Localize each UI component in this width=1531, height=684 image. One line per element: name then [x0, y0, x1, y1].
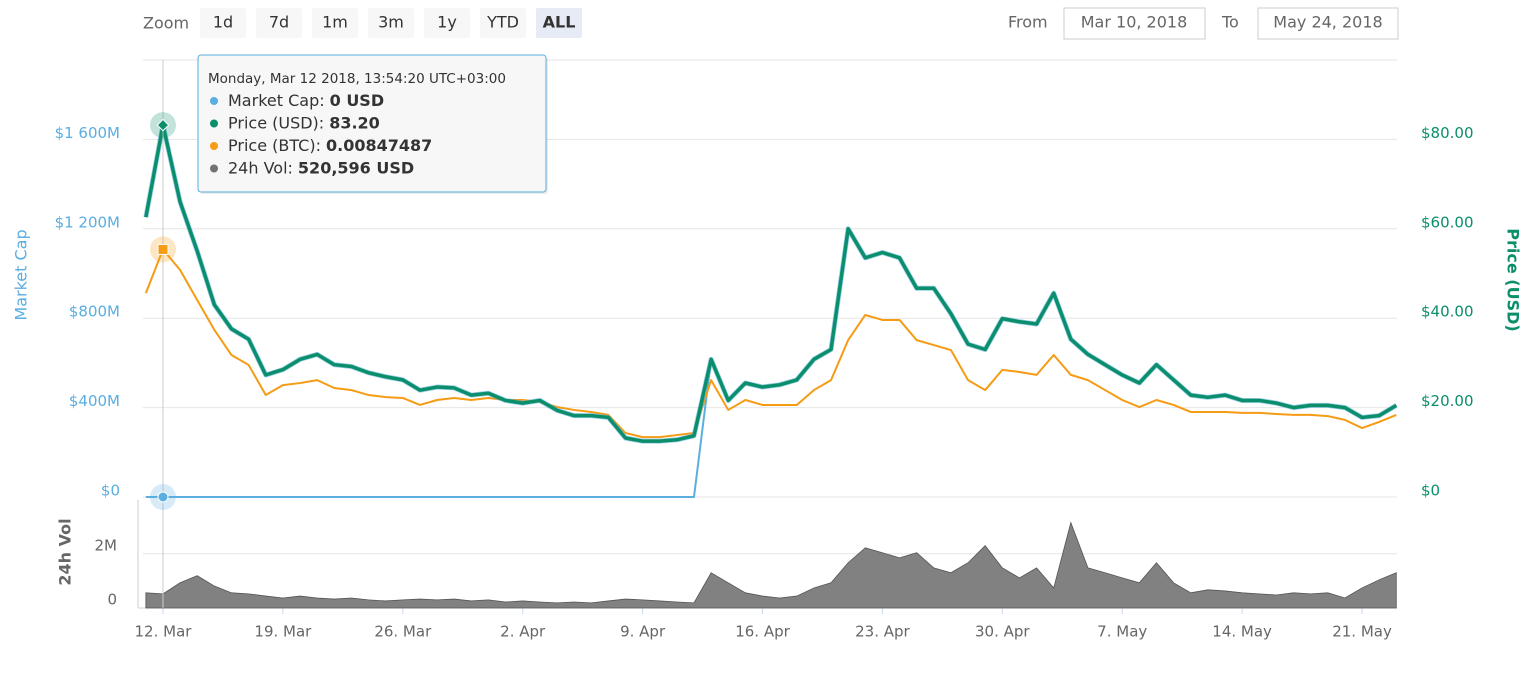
- x-tick-label: 12. Mar: [135, 623, 193, 641]
- to-label: To: [1221, 13, 1239, 32]
- y-tick-label: $0: [101, 482, 120, 500]
- tooltip-item-value: 520,596 USD: [298, 158, 414, 177]
- x-tick-label: 23. Apr: [855, 623, 910, 641]
- zoom-button-label[interactable]: 1d: [213, 13, 233, 32]
- zoom-button[interactable]: [536, 8, 582, 38]
- zoom-button[interactable]: [256, 8, 302, 38]
- tooltip-bullet: [210, 142, 218, 150]
- zoom-label: Zoom: [143, 14, 189, 33]
- x-tick-label: 14. May: [1212, 623, 1272, 641]
- y2-axis-title: Price (USD): [1504, 228, 1523, 331]
- tooltip-date: Monday, Mar 12 2018, 13:54:20 UTC+03:00: [208, 71, 506, 87]
- y2-tick-label: $40.00: [1421, 303, 1474, 321]
- tooltip-item: Price (BTC): 0.00847487: [228, 136, 432, 155]
- zoom-button-label[interactable]: YTD: [486, 13, 519, 32]
- tooltip-bullet: [210, 164, 218, 173]
- tooltip-item: Price (USD): 83.20: [228, 113, 380, 132]
- from-value[interactable]: Mar 10, 2018: [1081, 13, 1188, 32]
- hover-marker: [157, 243, 169, 255]
- tooltip-item-label: Market Cap:: [228, 91, 325, 110]
- tooltip-item-label: Price (BTC):: [228, 136, 321, 155]
- tooltip-bullet: [210, 119, 218, 128]
- tooltip: Monday, Mar 12 2018, 13:54:20 UTC+03:00 M…: [197, 54, 548, 194]
- y2-tick-label: $60.00: [1421, 213, 1474, 231]
- vol-tick-label: 0: [107, 591, 117, 609]
- hover-marker: [157, 491, 169, 503]
- zoom-button-label[interactable]: ALL: [543, 13, 576, 32]
- series-line: [144, 248, 1397, 439]
- zoom-button-label[interactable]: 7d: [269, 13, 289, 32]
- from-input[interactable]: [1063, 7, 1206, 40]
- x-tick-label: 19. Mar: [254, 623, 312, 641]
- y-tick-label: $1 200M: [55, 213, 120, 231]
- tooltip-item-value: 0 USD: [330, 91, 385, 110]
- zoom-button-label[interactable]: 1y: [437, 13, 457, 32]
- y2-tick-label: $0: [1421, 482, 1440, 500]
- tooltip-item: 24h Vol: 520,596 USD: [228, 158, 414, 177]
- vol-tick-label: 2M: [95, 536, 118, 554]
- y-tick-label: $800M: [69, 303, 120, 321]
- x-tick-label: 26. Mar: [374, 623, 432, 641]
- x-tick-label: 7. May: [1097, 623, 1147, 641]
- to-input[interactable]: [1257, 7, 1399, 40]
- zoom-button[interactable]: [200, 8, 246, 38]
- tooltip-item-label: Price (USD):: [228, 113, 324, 132]
- zoom-button[interactable]: [424, 8, 470, 38]
- tooltip-item-value: 83.20: [329, 113, 380, 132]
- tooltip-item-value: 0.00847487: [326, 136, 432, 155]
- vol-axis-title: 24h Vol: [56, 518, 75, 585]
- y2-tick-label: $80.00: [1421, 124, 1474, 142]
- tooltip-item-label: 24h Vol:: [228, 158, 293, 177]
- zoom-button-label[interactable]: 1m: [322, 13, 348, 32]
- hover-marker: [156, 118, 170, 132]
- volume-area: [145, 521, 1397, 609]
- y-tick-label: $400M: [69, 392, 120, 410]
- tooltip-box: [197, 54, 547, 193]
- x-tick-label: 30. Apr: [975, 623, 1030, 641]
- x-tick-label: 9. Apr: [620, 623, 666, 641]
- y2-tick-label: $20.00: [1421, 392, 1474, 410]
- series-line: [144, 123, 1398, 443]
- y-tick-label: $1 600M: [55, 124, 120, 142]
- tooltip-bullet: [210, 97, 218, 105]
- x-tick-label: 21. May: [1332, 623, 1392, 641]
- to-value[interactable]: May 24, 2018: [1273, 13, 1382, 32]
- x-tick-label: 2. Apr: [500, 623, 546, 641]
- y-axis-title: Market Cap: [12, 229, 31, 320]
- zoom-button[interactable]: [480, 8, 526, 38]
- zoom-button[interactable]: [368, 8, 414, 38]
- zoom-button-label[interactable]: 3m: [378, 13, 404, 32]
- tooltip-item: Market Cap: 0 USD: [228, 91, 384, 110]
- zoom-button[interactable]: [312, 8, 358, 38]
- from-label: From: [1008, 13, 1048, 32]
- x-tick-label: 16. Apr: [735, 623, 790, 641]
